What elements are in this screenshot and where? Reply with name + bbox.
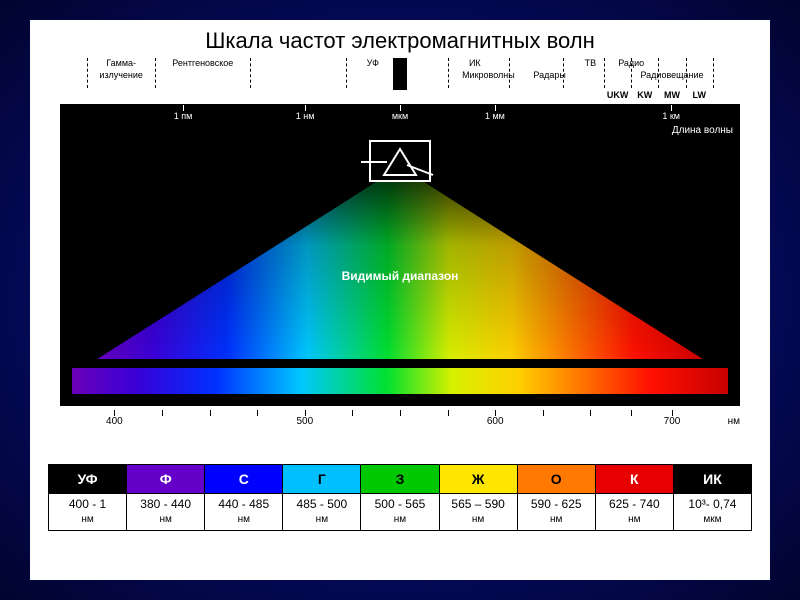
bottom-axis-tick <box>210 410 211 416</box>
band-label: излучение <box>99 70 143 80</box>
bottom-axis-tick <box>448 410 449 416</box>
spectrum-fan-fade <box>91 167 709 363</box>
wl-tick-label: 1 пм <box>174 111 193 121</box>
bottom-axis-tick <box>352 410 353 416</box>
top-scale: Гамма-излучение Рентгеновское УФ ИК Микровол… <box>60 58 740 90</box>
color-table-cell: 500 - 565нм <box>361 494 439 531</box>
bottom-axis-tick <box>631 410 632 416</box>
top-scale-tick <box>400 58 401 88</box>
visible-range-label: Видимый диапазон <box>320 269 480 283</box>
top-scale-tick <box>713 58 714 88</box>
top-scale-tick <box>604 58 605 88</box>
bottom-axis-tick <box>400 410 401 416</box>
band-label: Радио <box>618 58 644 68</box>
band-label: Радары <box>533 70 565 80</box>
top-scale-tick <box>448 58 449 88</box>
sub-band-label: LW <box>692 90 706 100</box>
color-table-header: УФ <box>49 465 127 494</box>
prism-area: Видимый диапазон <box>61 129 739 405</box>
color-table-body: 400 - 1нм380 - 440нм440 - 485нм485 - 500… <box>49 494 752 531</box>
color-table-header: Ж <box>439 465 517 494</box>
color-table-cell: 565 – 590нм <box>439 494 517 531</box>
color-table-header: С <box>205 465 283 494</box>
band-label: ИК <box>469 58 481 68</box>
bottom-axis-label: 500 <box>296 416 313 427</box>
color-table-header: К <box>595 465 673 494</box>
band-label: ТВ <box>585 58 597 68</box>
color-table-cell: 485 - 500нм <box>283 494 361 531</box>
color-table: УФФСГЗЖОКИК 400 - 1нм380 - 440нм440 - 48… <box>48 464 752 531</box>
background: Шкала частот электромагнитных волн Гамма… <box>0 0 800 600</box>
top-scale-tick <box>346 58 347 88</box>
top-scale-tick <box>250 58 251 88</box>
bottom-axis-tick <box>543 410 544 416</box>
bottom-axis-tick <box>257 410 258 416</box>
wavelength-scale: 1 пм 1 нм мкм 1 мм 1 км <box>61 105 739 125</box>
wl-tick-label: мкм <box>392 111 408 121</box>
bottom-axis-label: 600 <box>487 416 504 427</box>
diagram: Гамма-излучение Рентгеновское УФ ИК Микровол… <box>60 58 740 458</box>
spectrum-bar <box>71 367 729 395</box>
spectrum-svg <box>61 129 739 405</box>
dark-region: 1 пм1 нммкм1 мм1 км Длина волны <box>60 104 740 406</box>
sub-band-label: KW <box>637 90 652 100</box>
top-scale-tick <box>87 58 88 88</box>
wl-tick-label: 1 нм <box>296 111 315 121</box>
bottom-axis-unit: нм <box>728 416 740 427</box>
color-table-cell: 10³- 0,74мкм <box>673 494 751 531</box>
bottom-axis-label: 700 <box>664 416 681 427</box>
bottom-axis-label: 400 <box>106 416 123 427</box>
color-table-header: ИК <box>673 465 751 494</box>
color-table-header: О <box>517 465 595 494</box>
bottom-axis-tick <box>590 410 591 416</box>
bottom-axis-tick <box>162 410 163 416</box>
color-table-cell: 625 - 740нм <box>595 494 673 531</box>
color-table-header: Г <box>283 465 361 494</box>
color-table-cell: 400 - 1нм <box>49 494 127 531</box>
color-table-header: Ф <box>127 465 205 494</box>
band-label: Радиовещание <box>640 70 703 80</box>
color-table-cell: 590 - 625нм <box>517 494 595 531</box>
band-label: Гамма- <box>106 58 136 68</box>
wl-tick-label: 1 мм <box>485 111 505 121</box>
sub-band-label: MW <box>664 90 680 100</box>
top-scale-tick <box>155 58 156 88</box>
wl-tick-label: 1 км <box>662 111 680 121</box>
bottom-axis: нм 400 500 600 700 <box>60 410 740 432</box>
title: Шкала частот электромагнитных волн <box>30 20 770 58</box>
color-table-cell: 440 - 485нм <box>205 494 283 531</box>
band-label: Микроволны <box>462 70 515 80</box>
card: Шкала частот электромагнитных волн Гамма… <box>30 20 770 580</box>
color-table-head: УФФСГЗЖОКИК <box>49 465 752 494</box>
band-label: УФ <box>367 58 379 68</box>
color-table-header: З <box>361 465 439 494</box>
color-table-cell: 380 - 440нм <box>127 494 205 531</box>
band-label: Рентгеновское <box>172 58 233 68</box>
sub-band-label: UKW <box>607 90 629 100</box>
sub-band-row: UKW KW MW LW <box>60 90 740 104</box>
